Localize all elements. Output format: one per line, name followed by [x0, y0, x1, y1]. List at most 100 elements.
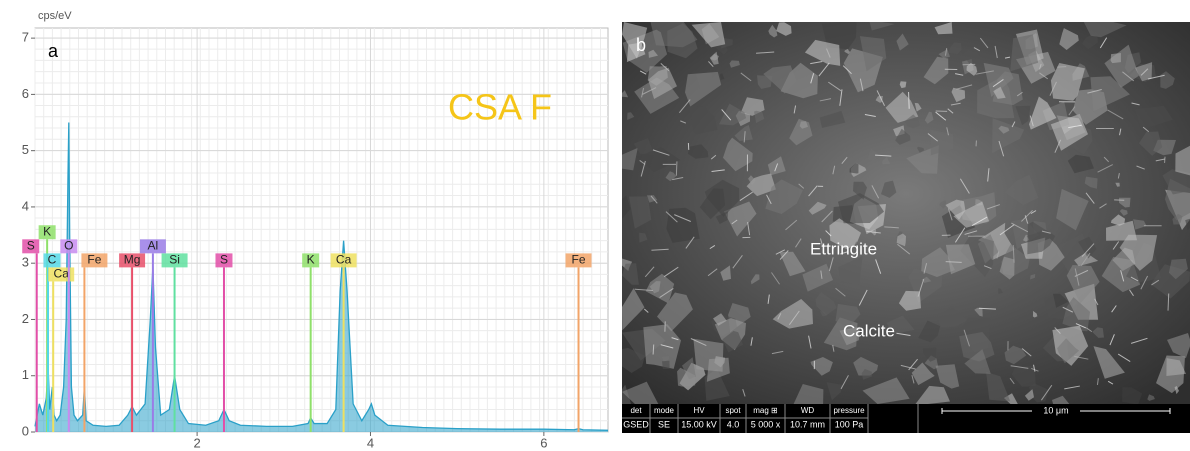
crystal — [978, 222, 1015, 261]
crystal — [853, 181, 867, 200]
element-label: S — [220, 253, 228, 267]
needle — [841, 156, 848, 164]
crystal — [839, 326, 860, 346]
crystal — [923, 56, 949, 85]
info-header: pressure — [833, 406, 865, 415]
needle — [858, 289, 868, 306]
needle — [859, 78, 864, 92]
crystal — [1133, 219, 1147, 230]
needle — [798, 183, 805, 189]
crystal — [844, 48, 851, 55]
needle — [665, 211, 678, 223]
crystal — [643, 324, 681, 369]
needle — [652, 149, 670, 156]
crystal — [740, 97, 765, 116]
crystal — [748, 175, 756, 186]
crystal — [1084, 176, 1098, 189]
element-label: Al — [148, 238, 159, 252]
needle — [996, 251, 1000, 259]
crystal — [986, 372, 1011, 402]
needle — [971, 216, 988, 227]
needle — [1109, 334, 1115, 346]
needle — [956, 84, 973, 90]
crystal — [895, 128, 911, 145]
crystal — [622, 90, 629, 98]
crystal — [896, 233, 906, 247]
crystal — [826, 382, 843, 401]
crystal — [1093, 346, 1125, 379]
crystal — [1004, 174, 1039, 206]
needle — [779, 250, 789, 260]
needle — [771, 272, 780, 285]
crystal — [722, 330, 743, 353]
y-tick-label: 4 — [22, 198, 29, 213]
crystal — [835, 303, 861, 328]
needle — [1049, 81, 1057, 96]
needle — [1151, 279, 1160, 286]
needle — [660, 62, 670, 72]
element-box — [330, 253, 357, 268]
info-header: mag ⊞ — [753, 406, 778, 415]
element-box — [81, 253, 108, 268]
needle — [1119, 128, 1122, 136]
spectrum — [34, 122, 609, 431]
needle — [652, 344, 655, 355]
needle — [876, 90, 886, 106]
needle — [1111, 305, 1117, 313]
crystal — [720, 265, 731, 281]
needle — [634, 288, 653, 292]
crystal — [820, 311, 828, 317]
needle — [1130, 276, 1139, 282]
needle — [663, 266, 679, 278]
crystal — [1078, 236, 1097, 259]
element-box — [139, 239, 166, 254]
needle — [743, 131, 746, 143]
needle — [1120, 270, 1125, 282]
crystal — [1166, 358, 1186, 376]
crystal — [998, 288, 1003, 294]
needle — [739, 191, 753, 202]
info-header: mode — [654, 406, 675, 415]
needle — [1117, 353, 1131, 362]
needle — [709, 244, 716, 250]
crystal — [1057, 338, 1080, 364]
needle — [1009, 377, 1015, 385]
needle — [1085, 327, 1093, 333]
needle — [1140, 275, 1149, 290]
needle — [775, 249, 786, 255]
needle — [740, 72, 752, 82]
needle — [897, 243, 911, 255]
crystal — [1110, 214, 1126, 226]
needle — [675, 161, 678, 176]
needle — [1039, 72, 1049, 80]
needle — [818, 62, 830, 77]
needle — [1094, 298, 1099, 306]
needle — [793, 105, 797, 114]
crystal — [757, 75, 773, 89]
y-tick-label: 2 — [22, 311, 29, 326]
crystal — [1122, 387, 1143, 404]
needle — [994, 45, 998, 59]
needle — [767, 294, 770, 304]
needle — [671, 337, 679, 341]
crystal — [793, 384, 824, 404]
crystal — [719, 103, 747, 126]
crystal — [677, 367, 696, 387]
needle — [747, 221, 751, 236]
info-value: 5 000 x — [751, 419, 781, 429]
crystal — [993, 86, 1006, 99]
needle — [819, 98, 832, 102]
element-box — [215, 253, 233, 268]
needle — [641, 87, 645, 98]
crystal — [622, 347, 645, 373]
info-header: det — [630, 406, 642, 415]
crystal — [862, 377, 910, 404]
y-tick-label: 0 — [22, 423, 29, 438]
needle — [927, 133, 938, 142]
needle — [710, 154, 717, 160]
needle — [875, 259, 882, 274]
crystal — [853, 241, 860, 250]
crystal — [886, 315, 915, 334]
needle — [908, 91, 910, 109]
